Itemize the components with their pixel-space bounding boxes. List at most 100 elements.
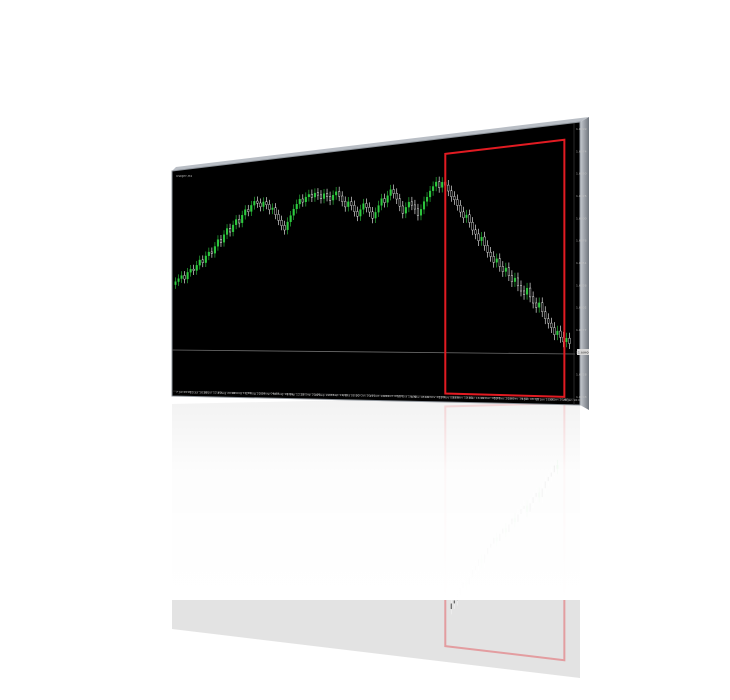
candle-body: [429, 190, 432, 198]
time-tick-label: 25 Oct 08:00: [383, 394, 403, 398]
candle-body: [547, 318, 550, 324]
candle: [350, 196, 353, 211]
price-tick-label: 1.0974: [576, 150, 587, 154]
candle-body: [322, 193, 326, 199]
candle-body: [480, 236, 483, 241]
candle-body: [450, 190, 453, 197]
candle-body: [332, 195, 335, 201]
price-tick-label: 1.0752: [576, 351, 587, 355]
candle: [238, 214, 241, 228]
candle-body: [504, 267, 507, 272]
candle-body: [404, 207, 407, 214]
candle-body: [183, 275, 186, 280]
candle: [295, 199, 298, 214]
candle: [186, 268, 189, 284]
candle-body: [556, 330, 559, 335]
chart-background[interactable]: [171, 121, 581, 406]
candle: [429, 185, 432, 202]
candle: [486, 240, 489, 258]
candle: [174, 277, 177, 289]
candle: [332, 190, 335, 205]
candle: [365, 198, 368, 213]
candle: [389, 184, 392, 201]
candle: [474, 224, 477, 240]
candle: [550, 317, 553, 333]
reflection-candle: [450, 598, 453, 615]
candle-body: [250, 205, 253, 212]
candle: [313, 188, 316, 202]
candle-body: [507, 267, 510, 276]
candle: [495, 253, 498, 268]
candle: [192, 264, 195, 275]
candle-body: [238, 219, 241, 224]
price-tick-label: 1.0802: [576, 305, 587, 309]
time-tick-label: 20 Jul 16:00: [190, 390, 208, 394]
time-tick-label: 17 Aug 20:00: [245, 391, 265, 395]
candle-body: [295, 204, 298, 210]
candle: [301, 194, 304, 207]
candle: [204, 251, 207, 267]
candle-body: [313, 192, 316, 198]
candle-body: [389, 189, 392, 196]
candle: [468, 209, 471, 228]
candle-body: [495, 258, 498, 263]
price-tick-label: 1.0851: [576, 261, 587, 265]
candle-body: [438, 181, 441, 188]
candle-body: [435, 181, 438, 187]
candle-body: [216, 239, 219, 247]
candle-body: [222, 234, 226, 243]
time-tick-label: 23 Aug 04:00: [259, 392, 279, 396]
candle: [232, 220, 235, 237]
candle: [386, 190, 389, 208]
candle-body: [304, 196, 307, 203]
candle-body: [565, 337, 568, 343]
candle-body: [501, 266, 504, 272]
candle-body: [453, 196, 456, 201]
candle: [377, 200, 380, 218]
candle: [532, 291, 535, 309]
candle-body: [350, 201, 353, 206]
candle-body: [522, 290, 526, 295]
candle: [401, 200, 404, 219]
time-tick-label: 4 Oct 08:00: [342, 393, 360, 397]
candle: [183, 271, 186, 284]
candle: [262, 197, 265, 212]
candle-body: [519, 285, 523, 292]
candle-body: [401, 205, 404, 214]
candle: [241, 210, 244, 228]
candle-body: [413, 204, 416, 210]
candle-body: [210, 251, 213, 254]
current-price-line: [171, 349, 576, 355]
candle: [519, 280, 523, 297]
time-tick-label: 7 Dec 16:00: [466, 396, 484, 400]
candle-body: [553, 327, 556, 335]
candle-body: [550, 322, 553, 328]
chart-window[interactable]: USDJPY,H4 1.0860 1.0999 1.0974 1.0950 1.092…: [171, 121, 589, 406]
time-tick-label: 10 Aug 12:00: [231, 391, 251, 395]
candle-body: [347, 201, 350, 207]
candle-body: [535, 302, 538, 308]
candle: [395, 188, 398, 205]
candle: [316, 188, 319, 200]
candle: [368, 202, 371, 217]
highlight-box: [444, 138, 566, 398]
candle: [353, 200, 356, 217]
candle: [547, 313, 550, 329]
candle: [516, 272, 519, 292]
candle: [344, 196, 347, 212]
reflection-fade: [150, 400, 610, 600]
candle-body: [419, 209, 423, 216]
time-tick-label: 7 Jul 2016: [176, 390, 191, 394]
candle-body: [229, 228, 232, 233]
candle-body: [459, 205, 462, 213]
candle-body: [307, 194, 310, 198]
candle: [371, 206, 374, 224]
candle: [289, 210, 292, 227]
candle: [326, 188, 329, 202]
candle: [222, 230, 226, 247]
candle-body: [468, 214, 471, 223]
candle-body: [319, 194, 323, 200]
candle-body: [241, 215, 244, 223]
candle: [435, 176, 438, 192]
